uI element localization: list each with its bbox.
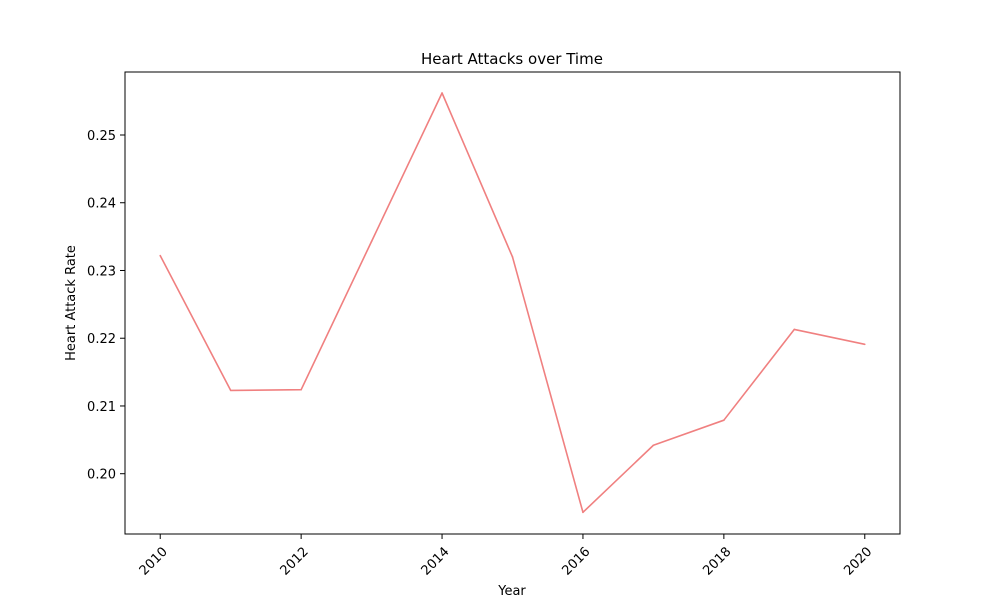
y-axis: 0.20 0.21 0.22 0.23 0.24 0.25 — [87, 129, 125, 483]
x-tick-label: 2010 — [137, 545, 171, 579]
data-point — [159, 254, 162, 257]
x-tick-label: 2012 — [278, 545, 312, 579]
y-tick-label: 0.20 — [87, 468, 116, 483]
y-tick-label: 0.23 — [87, 264, 116, 279]
data-point — [441, 92, 443, 94]
y-tick-label: 0.24 — [87, 197, 116, 212]
plot-area — [124, 71, 901, 535]
x-axis: 2010 2012 2014 2016 2018 2020 — [137, 534, 875, 579]
series-group — [159, 92, 866, 514]
x-tick-label: 2014 — [419, 545, 453, 579]
data-point — [511, 256, 514, 258]
data-point — [863, 343, 866, 346]
data-point — [370, 240, 373, 243]
y-axis-label: Heart Attack Rate — [64, 245, 79, 361]
data-point — [793, 328, 796, 331]
chart-title: Heart Attacks over Time — [421, 50, 603, 68]
y-tick-label: 0.22 — [87, 332, 116, 347]
x-tick-label: 2020 — [841, 545, 875, 579]
x-axis-label: Year — [497, 584, 526, 599]
x-tick-label: 2016 — [559, 545, 593, 579]
data-point — [229, 389, 232, 392]
data-point — [723, 419, 725, 421]
y-tick-label: 0.21 — [87, 400, 116, 415]
data-point — [652, 444, 655, 447]
y-tick-label: 0.25 — [87, 129, 116, 144]
series-line — [159, 92, 865, 514]
data-point — [582, 511, 584, 514]
x-tick-label: 2018 — [700, 545, 734, 579]
data-point — [300, 388, 302, 391]
